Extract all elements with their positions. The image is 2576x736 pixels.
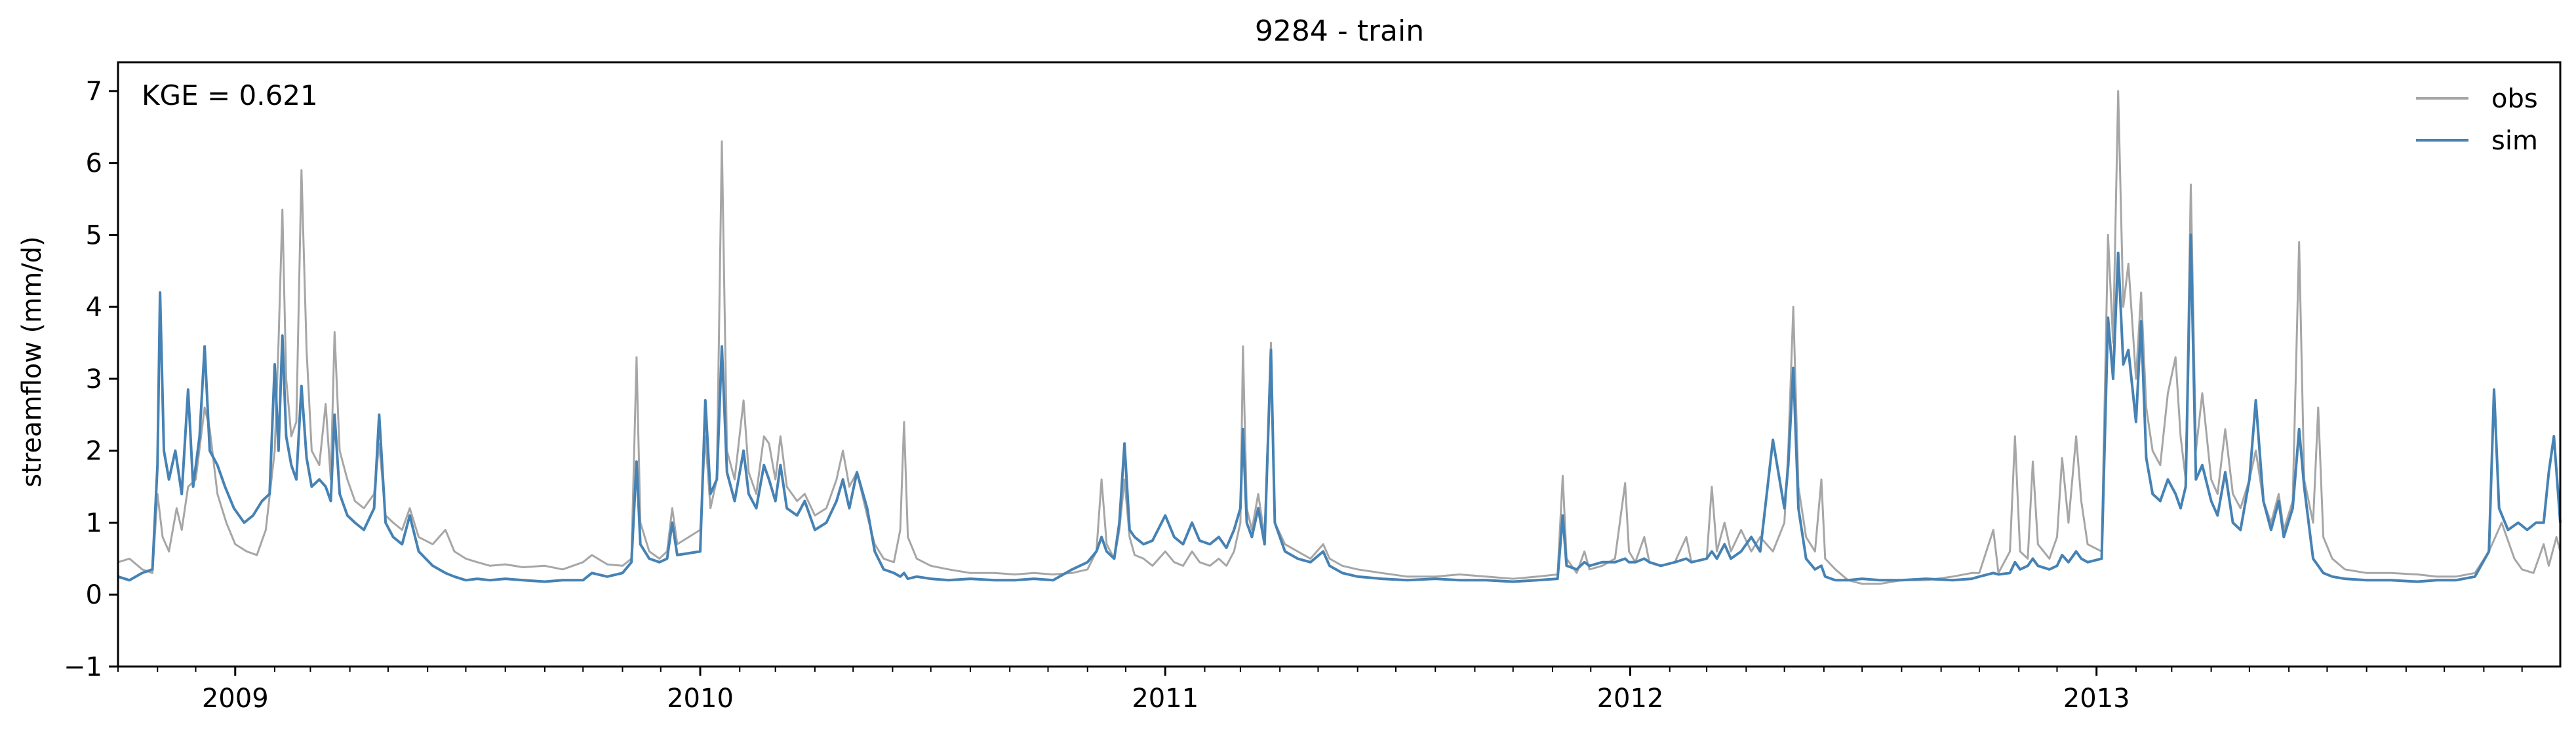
series-layer [117,90,2562,585]
x-tick-label: 2009 [202,684,269,714]
x-tick-label: 2010 [667,684,734,714]
series-line-sim [117,233,2562,583]
y-tick-label: 7 [86,77,102,107]
legend-label-obs: obs [2491,84,2538,114]
y-axis: −1 0 1 2 3 4 5 6 7 [64,77,118,682]
legend-label-sim: sim [2491,126,2538,156]
kge-annotation: KGE = 0.621 [142,79,318,111]
y-tick-label: 2 [86,436,102,467]
x-tick-label: 2012 [1597,684,1664,714]
y-tick-label: 5 [86,220,102,250]
series-line-obs [117,90,2562,585]
y-tick-label: 0 [86,580,102,610]
y-tick-label: 3 [86,364,102,395]
y-axis-label: streamflow (mm/d) [17,236,47,487]
y-tick-label: 4 [86,292,102,322]
y-tick-label: −1 [64,652,102,682]
x-tick-label: 2011 [1132,684,1199,714]
plot-frame [117,61,2562,668]
y-tick-label: 1 [86,508,102,538]
y-tick-label: 6 [86,149,102,179]
x-axis: 2009 2010 2011 2012 2013 [117,667,2523,714]
chart-legend: obs sim [2416,84,2538,156]
x-tick-label: 2013 [2063,684,2130,714]
chart-title: 9284 - train [1255,14,1424,48]
